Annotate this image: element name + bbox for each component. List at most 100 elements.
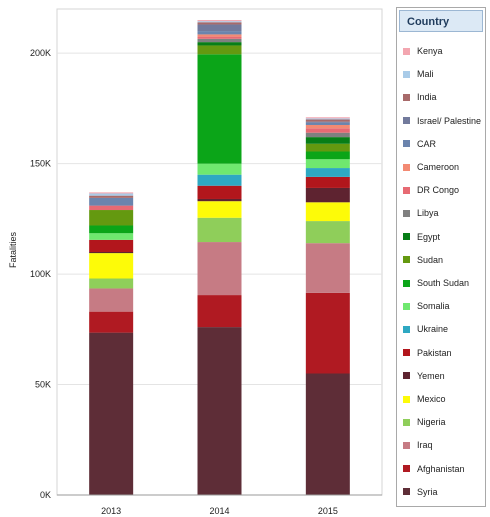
legend-swatch bbox=[403, 163, 410, 171]
bar-segment-mali-2013 bbox=[89, 193, 134, 196]
y-tick-label: 100K bbox=[30, 269, 51, 279]
legend-swatch bbox=[403, 209, 410, 217]
bar-segment-pakistan-2013 bbox=[89, 239, 134, 252]
bar-segment-india-2014 bbox=[197, 22, 242, 25]
bars bbox=[89, 20, 350, 495]
legend-swatch bbox=[403, 302, 410, 310]
bar-segment-mexico-2014 bbox=[197, 201, 242, 218]
legend-label: Pakistan bbox=[417, 347, 452, 358]
legend-label: Iraq bbox=[417, 440, 433, 451]
bar-segment-dr-congo-2015 bbox=[305, 128, 350, 133]
bar-segment-yemen-2014 bbox=[197, 198, 242, 202]
x-tick-label: 2014 bbox=[209, 506, 229, 516]
bar-segment-kenya-2015 bbox=[305, 117, 350, 119]
bar-segment-somalia-2014 bbox=[197, 163, 242, 175]
legend-swatch bbox=[403, 233, 410, 241]
legend-item: Iraq bbox=[403, 438, 433, 452]
bar-segment-dr-congo-2014 bbox=[197, 36, 242, 39]
bar-segment-india-2013 bbox=[89, 195, 134, 198]
bar-segment-afghanistan-2014 bbox=[197, 295, 242, 328]
bar-segment-syria-2014 bbox=[197, 327, 242, 495]
bar-segment-iraq-2014 bbox=[197, 242, 242, 296]
legend-item: Mexico bbox=[403, 392, 446, 406]
legend-swatch bbox=[403, 325, 410, 333]
legend-item: CAR bbox=[403, 137, 436, 151]
bar-segment-egypt-2014 bbox=[197, 42, 242, 46]
legend-title: Country bbox=[399, 10, 483, 32]
bar-segment-afghanistan-2015 bbox=[305, 292, 350, 374]
stacked-bar-chart: 0K 50K 100K 150K 200K 2013 2014 2015 Fatalities bbox=[8, 8, 383, 516]
bar-segment-south-sudan-2015 bbox=[305, 151, 350, 160]
legend-item: India bbox=[403, 90, 437, 104]
legend-swatch bbox=[403, 418, 410, 426]
axes: 0K 50K 100K 150K 200K 2013 2014 2015 bbox=[30, 48, 382, 516]
legend-item: Somalia bbox=[403, 299, 450, 313]
legend-label: Syria bbox=[417, 486, 438, 497]
bar-segment-car-2015 bbox=[305, 122, 350, 125]
legend-item: Yemen bbox=[403, 369, 445, 383]
legend-item: Pakistan bbox=[403, 346, 452, 360]
legend-item: South Sudan bbox=[403, 276, 469, 290]
bar-segment-nigeria-2014 bbox=[197, 217, 242, 243]
legend-swatch bbox=[403, 441, 410, 449]
legend-swatch bbox=[403, 349, 410, 357]
legend-swatch bbox=[403, 70, 410, 78]
bar-segment-libya-2015 bbox=[305, 132, 350, 138]
x-tick-label: 2015 bbox=[318, 506, 338, 516]
bar-segment-dr-congo-2013 bbox=[89, 205, 134, 211]
bar-segment-iraq-2015 bbox=[305, 243, 350, 293]
legend-item: Libya bbox=[403, 206, 439, 220]
legend-label: Mexico bbox=[417, 394, 446, 404]
bar-segment-ukraine-2014 bbox=[197, 174, 242, 186]
legend-label: Somalia bbox=[417, 301, 450, 312]
legend-item: Cameroon bbox=[403, 160, 459, 174]
bar-segment-sudan-2013 bbox=[89, 210, 134, 226]
bar-segment-syria-2013 bbox=[89, 332, 134, 495]
legend-item: Kenya bbox=[403, 44, 443, 58]
legend-swatch bbox=[403, 488, 410, 496]
bar-segment-sudan-2015 bbox=[305, 143, 350, 152]
legend-label: Afghanistan bbox=[417, 463, 465, 474]
legend-label: Egypt bbox=[417, 231, 441, 242]
legend-item: Israel/ Palestine bbox=[403, 114, 481, 128]
bar-segment-iraq-2013 bbox=[89, 288, 134, 312]
legend-label: South Sudan bbox=[417, 278, 470, 288]
legend-swatch bbox=[403, 93, 410, 101]
legend-swatch bbox=[403, 47, 410, 55]
bar-segment-nigeria-2015 bbox=[305, 221, 350, 244]
legend-item: Ukraine bbox=[403, 322, 448, 336]
legend-label: Libya bbox=[417, 208, 439, 219]
legend-label: CAR bbox=[417, 138, 437, 149]
legend-label: Mali bbox=[417, 69, 434, 80]
bar-segment-mexico-2013 bbox=[89, 253, 134, 279]
bar-segment-israel-palestine-2014 bbox=[197, 24, 242, 32]
legend-swatch bbox=[403, 256, 410, 264]
legend-label: India bbox=[417, 92, 437, 103]
bar-segment-india-2015 bbox=[305, 119, 350, 122]
bar-segment-somalia-2013 bbox=[89, 233, 134, 240]
bar-segment-afghanistan-2013 bbox=[89, 311, 134, 333]
legend-swatch bbox=[403, 395, 410, 403]
bar-segment-kenya-2014 bbox=[197, 20, 242, 22]
bar-segment-somalia-2015 bbox=[305, 159, 350, 169]
legend-label: Nigeria bbox=[417, 417, 446, 428]
bar-segment-mexico-2015 bbox=[305, 202, 350, 222]
y-tick-label: 50K bbox=[35, 380, 51, 390]
bar-segment-mali-2014 bbox=[197, 21, 242, 23]
legend-item: Egypt bbox=[403, 230, 440, 244]
bar-segment-pakistan-2015 bbox=[305, 176, 350, 188]
legend-label: Yemen bbox=[417, 370, 445, 381]
bar-segment-mali-2015 bbox=[305, 118, 350, 120]
legend-swatch bbox=[403, 465, 410, 473]
legend-item: DR Congo bbox=[403, 183, 459, 197]
legend-item: Sudan bbox=[403, 253, 443, 267]
bar-segment-car-2014 bbox=[197, 31, 242, 35]
bar-segment-ukraine-2015 bbox=[305, 168, 350, 177]
legend-item: Mali bbox=[403, 67, 434, 81]
bar-segment-yemen-2015 bbox=[305, 187, 350, 203]
bar-segment-kenya-2013 bbox=[89, 192, 134, 194]
bar-segment-cameroon-2014 bbox=[197, 34, 242, 37]
bar-segment-libya-2014 bbox=[197, 38, 242, 43]
legend-swatch bbox=[403, 279, 410, 287]
bar-segment-egypt-2015 bbox=[305, 137, 350, 144]
